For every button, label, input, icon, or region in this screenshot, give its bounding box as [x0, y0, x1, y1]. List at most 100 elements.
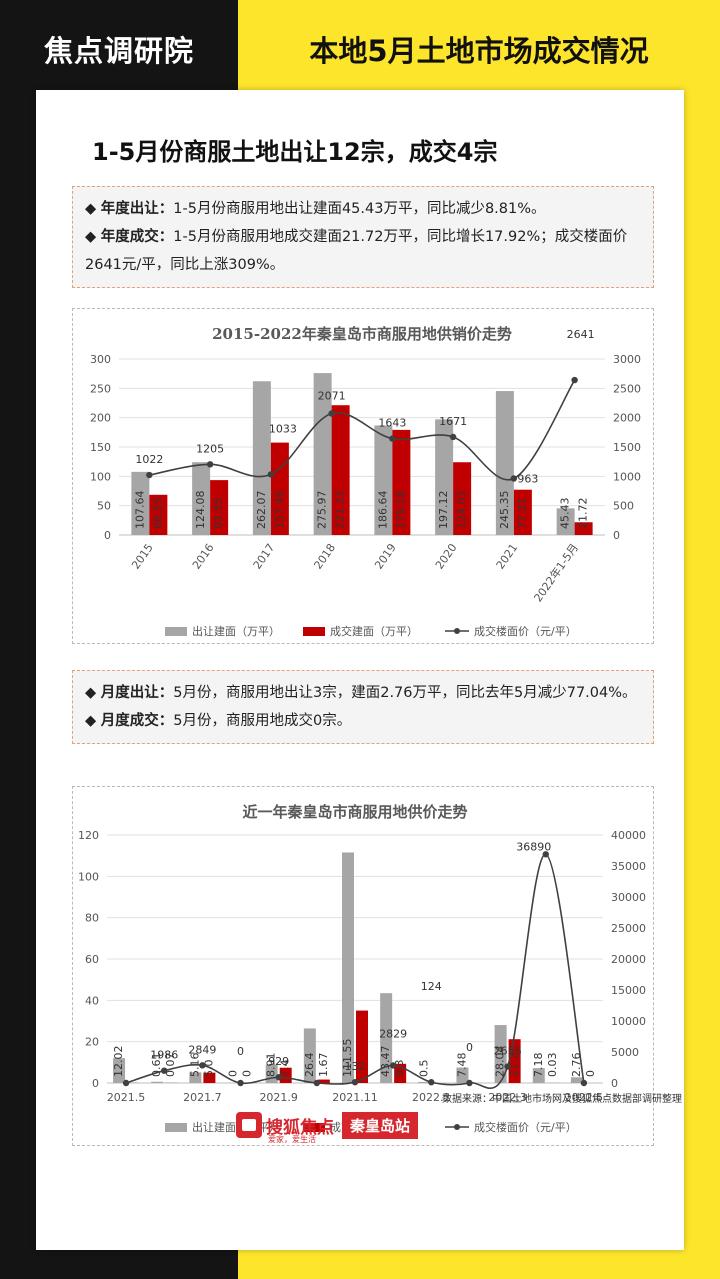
x-tick-label: 2021	[494, 541, 521, 571]
supply-data-label: 111.55	[341, 1039, 354, 1078]
chart-title: 2015-2022年秦皇岛市商服用地供销价走势	[212, 325, 512, 343]
x-tick-label: 2022.5	[565, 1091, 604, 1104]
price-point	[510, 475, 518, 482]
monthly-supply-line: ◆ 月度出让：5月份，商服用地出让3宗，建面2.76万平，同比去年5月减少77.…	[85, 685, 637, 701]
supply-data-label: 262.07	[255, 491, 268, 530]
supply-bar	[192, 462, 211, 535]
x-tick-label: 2021.9	[259, 1091, 298, 1104]
y2-tick-label: 10000	[611, 1015, 646, 1028]
price-data-label: 929	[268, 1055, 289, 1068]
x-tick-label: 2022年1-5月	[531, 541, 581, 605]
price-point	[267, 471, 275, 478]
deal-data-label: 7.4	[279, 1060, 292, 1078]
y2-tick-label: 25000	[611, 922, 646, 935]
chart-monthly: 近一年秦皇岛市商服用地供价走势 0 20 40 60 80 100 120 0 5000 10000…	[72, 786, 654, 1146]
logo-station: 秦皇岛站	[342, 1111, 419, 1139]
price-point	[389, 435, 396, 442]
deal-data-label: 9.3	[393, 1060, 406, 1078]
supply-bar	[252, 381, 271, 535]
deal-bar	[317, 1079, 330, 1083]
annual-supply-text: 1-5月份商服用地出让建面45.43万平，同比减少8.81%。	[173, 201, 546, 217]
y-tick-label: 20	[85, 1036, 99, 1049]
y2-tick-label: 0	[613, 529, 620, 542]
x-tick-label: 2021.11	[332, 1091, 378, 1104]
price-data-label: 0	[237, 1045, 244, 1058]
supply-data-label: 0.5	[417, 1060, 430, 1078]
logo-slogan: 爱家，爱生活	[268, 1135, 316, 1144]
section-title: 1-5月份商服土地出让12宗，成交4宗	[92, 138, 498, 166]
x-tick-label: 2021.7	[183, 1091, 222, 1104]
deal-bar	[513, 489, 532, 535]
y-tick-label: 300	[90, 353, 111, 366]
x-tick-label: 2022.1	[412, 1091, 451, 1104]
deal-bar	[508, 1039, 521, 1083]
price-point	[161, 1067, 168, 1074]
deal-data-label: 0	[241, 1070, 254, 1077]
deal-bar	[210, 480, 229, 535]
deal-bar	[270, 442, 289, 535]
y-tick-label: 50	[97, 500, 111, 513]
legend-price-label: 成交楼面价（元/平）	[474, 624, 577, 638]
x-tick-label: 2019	[372, 541, 399, 571]
price-data-label: 1022	[135, 453, 163, 466]
legend-deal-swatch	[303, 1123, 325, 1132]
x-tick-label: 2018	[311, 541, 338, 571]
annual-supply-label: 年度出让：	[100, 201, 174, 217]
supply-data-label: 197.12	[437, 491, 450, 530]
monthly-deal-label: 月度成交：	[100, 713, 174, 729]
price-data-label: 0	[466, 1041, 473, 1054]
x-tick-label: 2016	[190, 541, 217, 571]
brand-title: 焦点调研院	[43, 34, 194, 68]
chart-annual-svg: 2015-2022年秦皇岛市商服用地供销价走势 0 50 100 150 200 250 30…	[90, 325, 641, 638]
price-point	[146, 471, 153, 479]
supply-data-label: 28.04	[494, 1046, 507, 1078]
sohu-focus-logo: 搜狐焦点 爱家，爱生活 秦皇岛站	[236, 1110, 419, 1144]
deal-data-label: 0.07	[164, 1053, 177, 1078]
chart-annual: 2015-2022年秦皇岛市商服用地供销价走势 0 50 100 150 200 250 30…	[72, 308, 654, 644]
price-data-label: 2849	[188, 1043, 216, 1056]
data-source: 数据来源：中国土地市场网及搜狐焦点数据部调研整理	[442, 1094, 682, 1105]
supply-data-label: 7.18	[532, 1053, 545, 1078]
price-point	[206, 461, 214, 468]
x-tick-label: 2021.5	[107, 1091, 146, 1104]
supply-data-label: 7.48	[455, 1053, 468, 1078]
deal-data-label: 124.03	[455, 491, 468, 530]
monthly-supply-text: 5月份，商服用地出让3宗，建面2.76万平，同比去年5月减少77.04%。	[173, 685, 637, 701]
annual-deal-text: 1-5月份商服用地成交建面21.72万平，同比增长17.92%；成交楼面价264…	[85, 229, 628, 273]
monthly-deal-text: 5月份，商服用地成交0宗。	[173, 713, 352, 729]
y-tick-label: 100	[90, 470, 111, 483]
supply-bar	[495, 391, 514, 535]
price-point	[237, 1079, 244, 1087]
legend-price-marker	[454, 628, 460, 634]
legend-price-label: 成交楼面价（元/平）	[474, 1120, 577, 1134]
price-data-label: 2641	[567, 328, 595, 341]
y-tick-label: 80	[85, 912, 99, 925]
y2-tick-label: 35000	[611, 860, 646, 873]
annual-note: ◆ 年度出让：1-5月份商服用地出让建面45.43万平，同比减少8.81%。 ◆…	[72, 186, 654, 288]
deal-bar	[356, 1010, 368, 1083]
price-point	[313, 1079, 321, 1087]
deal-bar	[279, 1067, 292, 1083]
y-tick-label: 100	[78, 870, 99, 883]
deal-data-label: 157.49	[273, 491, 286, 530]
legend-supply-swatch	[165, 1123, 187, 1132]
supply-data-label: 0.61	[150, 1053, 163, 1078]
price-data-label: 1643	[378, 417, 406, 430]
y2-tick-label: 15000	[611, 984, 646, 997]
supply-bar	[380, 993, 393, 1083]
price-point	[275, 1074, 282, 1081]
supply-bar	[303, 1028, 316, 1083]
supply-bar	[494, 1025, 507, 1083]
deal-data-label: 179.18	[394, 491, 407, 530]
y2-tick-label: 1500	[613, 441, 641, 454]
annual-supply-line: ◆ 年度出让：1-5月份商服用地出让建面45.43万平，同比减少8.81%。	[85, 201, 546, 217]
legend-price-marker	[454, 1124, 460, 1130]
deal-data-label: 68.55	[151, 498, 164, 530]
deal-data-label: 93.55	[212, 498, 225, 530]
y-tick-label: 60	[85, 953, 99, 966]
monthly-note: ◆ 月度出让：5月份，商服用地出让3宗，建面2.76万平，同比去年5月减少77.…	[72, 670, 654, 744]
x-tick-label: 2015	[129, 541, 156, 571]
content-card: 1-5月份商服土地出让12宗，成交4宗 ◆ 年度出让：1-5月份商服用地出让建面…	[36, 90, 684, 1250]
deal-data-label: 1.67	[317, 1053, 330, 1078]
deal-bar	[574, 522, 593, 535]
